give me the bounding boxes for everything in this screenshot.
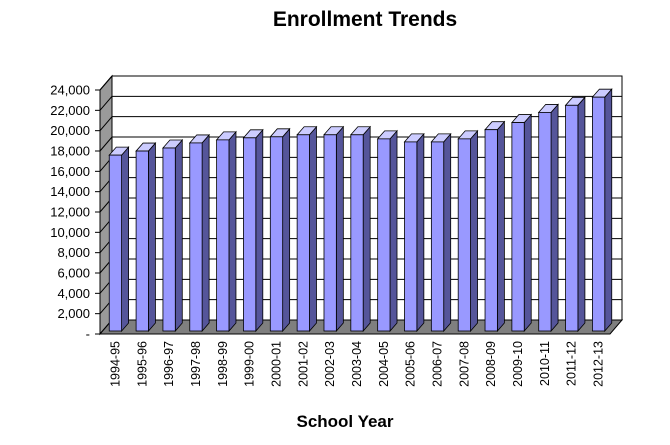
bar xyxy=(269,136,284,332)
bar-side xyxy=(201,133,210,333)
x-tick-label: 2012-13 xyxy=(592,341,606,387)
bar-side xyxy=(604,88,613,333)
x-tick-label: 2001-02 xyxy=(296,341,310,387)
y-tick-label: 12,000 xyxy=(50,205,90,220)
bar xyxy=(216,139,230,332)
bar-side xyxy=(255,128,264,333)
bar-side xyxy=(523,113,532,333)
bar-side xyxy=(148,141,156,333)
x-tick-label: 2005-06 xyxy=(404,341,418,387)
x-tick-label: 2002-03 xyxy=(323,341,337,387)
bar xyxy=(108,154,122,332)
x-tick-label: 1997-98 xyxy=(189,341,203,387)
bar xyxy=(377,138,391,332)
bar-side xyxy=(550,103,559,333)
bar-side xyxy=(389,129,398,333)
y-tick-label: 4,000 xyxy=(57,286,90,301)
side-wall-gridline xyxy=(99,116,113,131)
bar xyxy=(162,147,176,332)
bar xyxy=(296,134,310,332)
x-tick-label: 2006-07 xyxy=(431,341,445,387)
bar xyxy=(457,138,471,332)
y-tick-label: 8,000 xyxy=(57,245,90,260)
x-tick-label: 1999-00 xyxy=(243,341,257,387)
y-tick-label: 20,000 xyxy=(50,123,90,138)
x-tick-label: 2003-04 xyxy=(350,341,364,387)
y-tick-label: 6,000 xyxy=(57,266,90,281)
y-tick-label: 10,000 xyxy=(50,225,90,240)
bar xyxy=(243,137,257,332)
bar-side xyxy=(309,125,317,333)
side-wall-gridline xyxy=(99,75,113,91)
x-tick-label: 1998-99 xyxy=(216,341,230,387)
x-tick-label: 2011-12 xyxy=(565,341,579,386)
x-tick-label: 1996-97 xyxy=(162,341,176,387)
bar xyxy=(511,122,525,332)
bar-side xyxy=(362,125,371,333)
bar xyxy=(430,141,445,332)
x-tick-label: 2000-01 xyxy=(269,341,283,387)
bar xyxy=(323,134,337,332)
bar-side xyxy=(443,132,452,333)
bar-side xyxy=(121,146,129,333)
x-tick-label: 2008-09 xyxy=(484,341,498,387)
bar-side xyxy=(282,127,291,333)
bar xyxy=(592,96,606,332)
y-tick-label: - xyxy=(86,327,90,342)
bar xyxy=(350,134,364,332)
side-wall-gridline xyxy=(99,96,113,111)
chart-title: Enrollment Trends xyxy=(272,8,458,31)
y-tick-label: 16,000 xyxy=(50,164,90,179)
bar-side xyxy=(228,130,237,333)
bar-side xyxy=(416,132,425,333)
bar-side xyxy=(577,96,586,333)
bar xyxy=(538,112,552,332)
x-tick-label: 2010-11 xyxy=(538,341,552,386)
bar xyxy=(135,150,149,332)
side-wall-gridline xyxy=(99,136,113,152)
y-tick-label: 24,000 xyxy=(50,83,90,98)
bar-side xyxy=(496,120,505,333)
bar xyxy=(189,142,203,332)
y-tick-label: 18,000 xyxy=(50,144,90,159)
bar xyxy=(484,129,498,332)
bar-side xyxy=(470,129,478,333)
bar-side xyxy=(174,138,183,333)
bar xyxy=(404,141,418,332)
x-tick-label: 1994-95 xyxy=(108,341,122,387)
y-tick-label: 22,000 xyxy=(50,103,90,118)
x-axis-title: School Year xyxy=(296,412,394,431)
x-tick-label: 2007-08 xyxy=(457,341,471,387)
x-tick-label: 1995-96 xyxy=(135,341,149,387)
x-tick-label: 2009-10 xyxy=(511,341,525,387)
y-tick-label: 14,000 xyxy=(50,184,90,199)
x-tick-label: 2004-05 xyxy=(377,341,391,387)
y-tick-label: 2,000 xyxy=(57,306,90,321)
bar xyxy=(565,104,579,332)
bar-side xyxy=(335,125,344,333)
